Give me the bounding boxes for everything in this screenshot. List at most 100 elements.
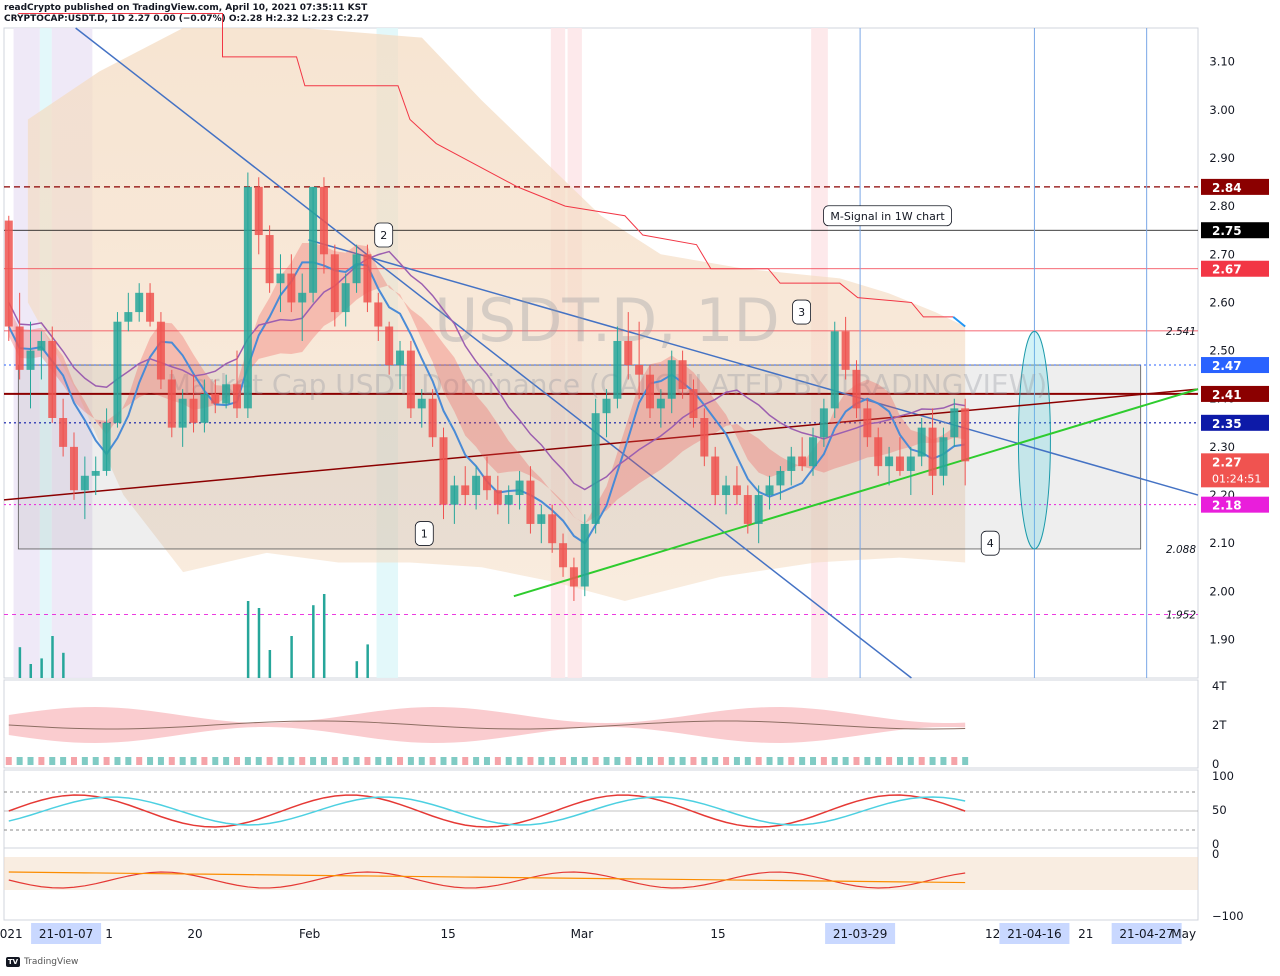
x-tick-label: 20 bbox=[187, 927, 202, 941]
candle-body bbox=[537, 514, 546, 524]
indicator-volume-bar bbox=[136, 757, 143, 765]
level-text: 2.541 bbox=[1166, 326, 1196, 338]
candle-body bbox=[841, 331, 850, 370]
indicator-volume-bar bbox=[516, 757, 523, 765]
x-date-label-bg bbox=[31, 923, 102, 944]
candle-body bbox=[124, 312, 133, 322]
candle-body bbox=[711, 456, 720, 496]
y-tick-label: 2.70 bbox=[1209, 247, 1235, 261]
indicator-volume-bar bbox=[560, 757, 567, 765]
price-label-text: 2.84 bbox=[1212, 181, 1242, 195]
volume-bar bbox=[18, 647, 22, 678]
candle-body bbox=[754, 495, 763, 524]
candle-body bbox=[222, 384, 231, 404]
symbol-ohlc-line: CRYPTOCAP:USDT.D, 1D 2.27 0.00 (−0.07%) … bbox=[4, 14, 369, 24]
y-tick-label: 2.00 bbox=[1209, 584, 1235, 598]
x-tick-label: 12 bbox=[985, 927, 1000, 941]
indicator-volume-bar bbox=[473, 757, 480, 765]
candle-body bbox=[243, 186, 252, 409]
watermark-symbol: USDT.D, 1D bbox=[434, 286, 780, 356]
indicator-volume-bar bbox=[407, 757, 414, 765]
candle-body bbox=[852, 369, 861, 409]
indicator-volume-bar bbox=[657, 757, 664, 765]
annotation-text: M-Signal in 1W chart bbox=[830, 210, 945, 223]
x-tick-label: 21 bbox=[1078, 927, 1093, 941]
indicator-volume-bar bbox=[288, 757, 295, 765]
indicator-volume-bar bbox=[147, 757, 154, 765]
candle-body bbox=[776, 470, 785, 486]
volume-bar bbox=[322, 594, 326, 678]
candle-body bbox=[26, 350, 35, 370]
indicator-volume-bar bbox=[929, 757, 936, 765]
publisher-line: readCrypto published on TradingView.com,… bbox=[4, 3, 368, 13]
candle-body bbox=[798, 456, 807, 467]
candle-body bbox=[15, 326, 24, 370]
candle-body bbox=[406, 350, 415, 409]
indicator-volume-bar bbox=[375, 757, 382, 765]
candle-body bbox=[580, 523, 589, 587]
candle-body bbox=[254, 186, 263, 236]
indicator-volume-bar bbox=[255, 757, 262, 765]
x-date-label-bg bbox=[825, 923, 896, 944]
indicator-volume-bar bbox=[201, 757, 208, 765]
trendline-steep bbox=[75, 27, 912, 679]
indicator-volume-bar bbox=[744, 757, 751, 765]
candle-body bbox=[874, 437, 883, 467]
indicator-volume-bar bbox=[962, 757, 969, 765]
volume-bar bbox=[355, 661, 359, 678]
price-label bbox=[1201, 496, 1269, 513]
candle-body bbox=[635, 365, 644, 375]
x-tick-label: 21-03-29 bbox=[833, 927, 887, 941]
candle-body bbox=[667, 360, 676, 399]
indicator-volume-bar bbox=[342, 757, 349, 765]
candle-body bbox=[91, 470, 100, 476]
x-tick-label: Feb bbox=[299, 927, 320, 941]
indicator-volume-bar bbox=[636, 757, 643, 765]
indicator-volume-bar bbox=[212, 757, 219, 765]
indicator-volume-bar bbox=[581, 757, 588, 765]
indicator-volume-bar bbox=[5, 757, 12, 765]
indicator-volume-bar bbox=[603, 757, 610, 765]
candle-body bbox=[472, 475, 481, 496]
indicator-volume-bar bbox=[16, 757, 23, 765]
indicator-volume-bar bbox=[81, 757, 88, 765]
annotation-callout bbox=[792, 299, 811, 325]
price-countdown: 01:24:51 bbox=[1212, 472, 1261, 485]
y-tick-label: 2.10 bbox=[1209, 536, 1235, 550]
price-label bbox=[1201, 357, 1269, 374]
annotation-text: 4 bbox=[987, 537, 994, 550]
candle-body bbox=[233, 384, 242, 409]
indicator-volume-bar bbox=[668, 757, 675, 765]
candle-body bbox=[48, 340, 57, 418]
volume-bar bbox=[312, 605, 315, 678]
panel3-line-red bbox=[8, 871, 966, 889]
candle-body bbox=[526, 480, 535, 524]
indicator-volume-bar bbox=[646, 757, 653, 765]
footer: TV TradingView bbox=[6, 957, 78, 967]
indicator-volume-bar bbox=[896, 757, 903, 765]
candle-body bbox=[417, 398, 426, 409]
indicator-volume-bar bbox=[310, 757, 317, 765]
indicator-volume-bar bbox=[505, 757, 512, 765]
volume-bar bbox=[51, 636, 54, 678]
candle-body bbox=[189, 398, 198, 423]
level-text: 2.088 bbox=[1166, 544, 1196, 556]
indicator-volume-bar bbox=[538, 757, 545, 765]
indicator-volume-bar bbox=[353, 757, 360, 765]
candle-body bbox=[309, 186, 318, 293]
x-tick-label: 21-01-07 bbox=[39, 927, 93, 941]
candle-body bbox=[645, 374, 654, 409]
indicator-tick: 0 bbox=[1212, 847, 1219, 861]
candle-body bbox=[341, 283, 350, 313]
indicator-volume-bar bbox=[853, 757, 860, 765]
x-tick-label: 1 bbox=[105, 927, 113, 941]
candle-body bbox=[265, 235, 274, 284]
annotation-text: 1 bbox=[421, 528, 428, 541]
candle-body bbox=[917, 427, 926, 457]
candle-body bbox=[461, 485, 470, 496]
indicator-volume-bar bbox=[429, 757, 436, 765]
candle-body bbox=[743, 495, 752, 524]
price-label-text: 2.35 bbox=[1212, 417, 1242, 431]
indicator-volume-bar bbox=[494, 757, 501, 765]
